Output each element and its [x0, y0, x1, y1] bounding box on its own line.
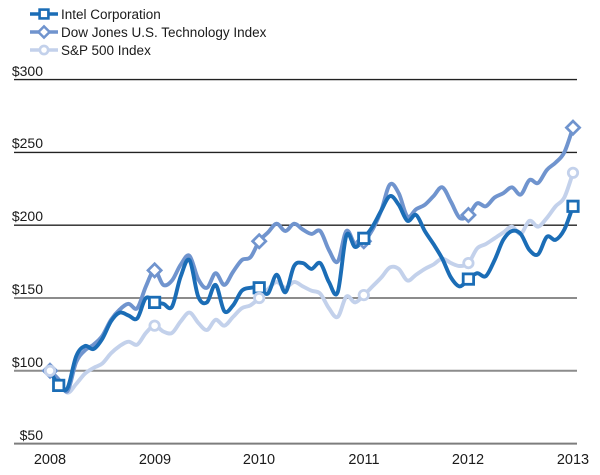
marker-diamond [146, 261, 164, 279]
marker-circle [43, 364, 57, 377]
series-line-2 [48, 170, 575, 395]
marker-circle [462, 256, 475, 270]
circle-marker-icon [30, 44, 58, 56]
legend-item-sp500: S&P 500 Index [29, 41, 266, 59]
x-axis-label: 2011 [348, 452, 380, 468]
marker-diamond [459, 206, 477, 224]
legend-item-dow-jones-tech: Dow Jones U.S. Technology Index [29, 23, 266, 41]
x-axis-label: 2012 [451, 452, 485, 468]
x-axis-label: 2009 [138, 452, 172, 468]
marker-circle [566, 166, 580, 179]
series-line-0 [48, 194, 575, 393]
series-line-1 [48, 125, 575, 394]
marker-circle [148, 319, 161, 332]
marker-square [357, 231, 371, 245]
diamond-marker-icon [30, 24, 58, 40]
legend-label: S&P 500 Index [61, 42, 151, 58]
y-axis-label: $150 [11, 281, 43, 297]
y-axis-label: $50 [19, 427, 43, 443]
y-axis-label: $250 [11, 135, 43, 151]
marker-square [147, 295, 162, 310]
x-axis-label: 2013 [556, 452, 590, 468]
y-axis-label: $300 [11, 63, 43, 79]
legend-label: Dow Jones U.S. Technology Index [61, 24, 267, 40]
marker-square [52, 378, 66, 393]
y-axis-label: $200 [11, 208, 43, 224]
x-axis-label: 2008 [33, 452, 67, 468]
marker-circle [253, 291, 266, 305]
marker-diamond [250, 232, 268, 250]
square-marker-icon [30, 8, 58, 20]
chart-legend: Intel Corporation Dow Jones U.S. Technol… [29, 5, 266, 59]
marker-square [252, 281, 266, 295]
marker-circle [357, 288, 370, 302]
y-axis-label: $100 [11, 354, 43, 370]
marker-square [461, 272, 476, 286]
marker-square [566, 199, 580, 213]
marker-diamond [564, 119, 582, 137]
x-axis-label: 2010 [242, 452, 276, 468]
legend-item-intel: Intel Corporation [29, 5, 266, 23]
legend-label: Intel Corporation [61, 6, 161, 22]
